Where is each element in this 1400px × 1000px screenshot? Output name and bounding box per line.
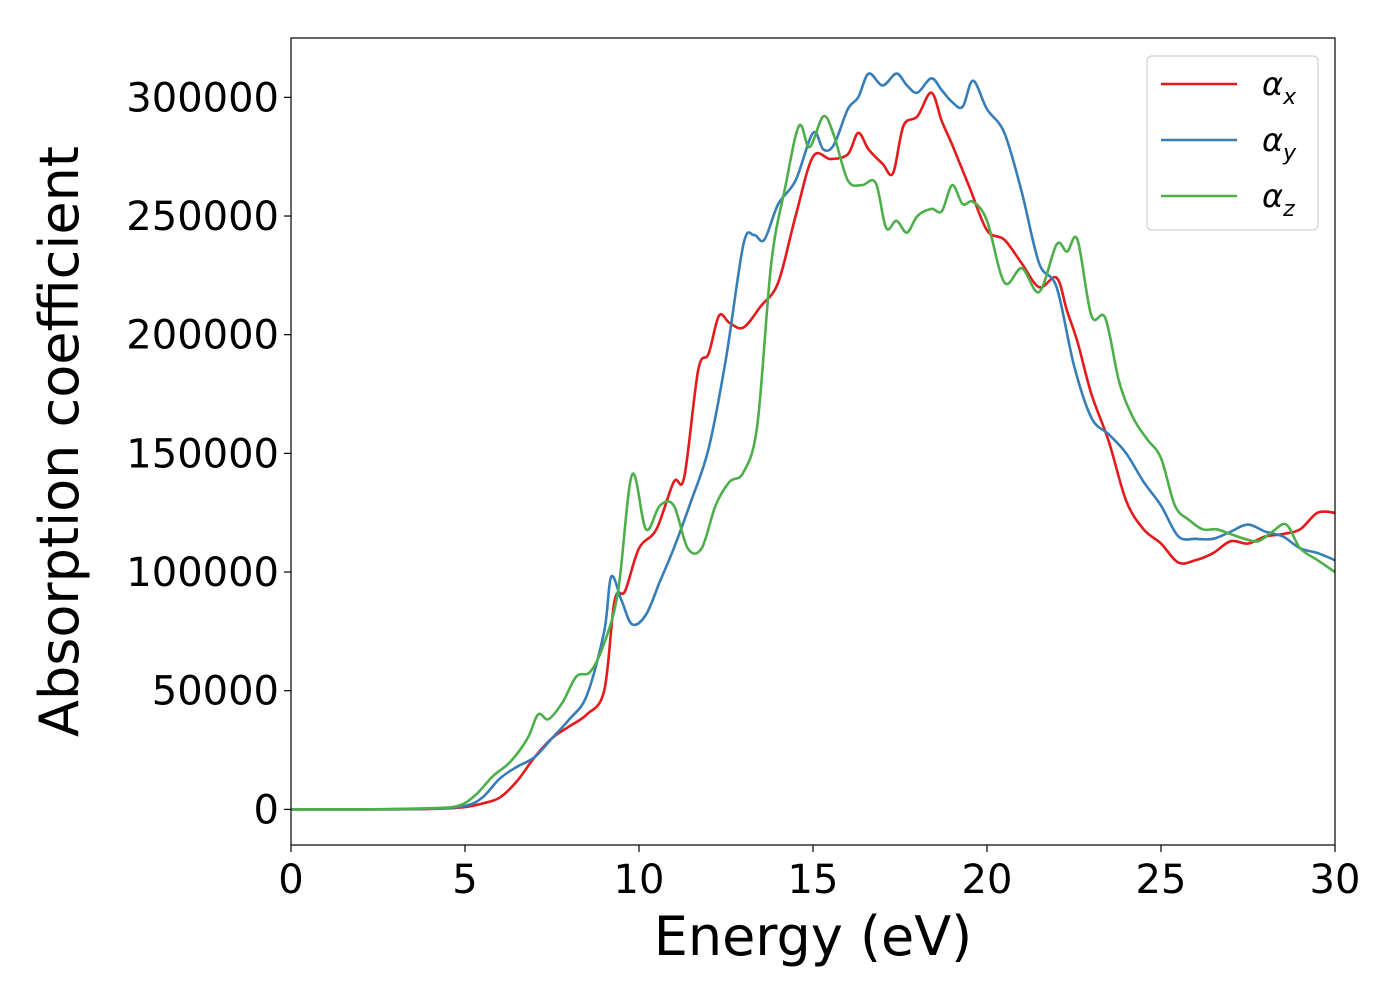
legend-label-x: αx — [1262, 65, 1297, 110]
x-axis-ticks: 0 5 10 15 20 25 30 — [278, 845, 1360, 903]
y-tick-label: 50000 — [152, 669, 279, 715]
plot-frame — [290, 37, 1336, 846]
y-axis-ticks: 0 50000 100000 150000 200000 250000 300000 — [126, 75, 291, 833]
y-tick-label: 300000 — [126, 75, 279, 121]
legend-subscript: z — [1282, 197, 1295, 222]
legend-symbol: α — [1262, 121, 1283, 159]
x-tick-label: 10 — [614, 857, 665, 903]
x-tick-label: 5 — [452, 857, 477, 903]
x-tick-label: 0 — [278, 857, 303, 903]
x-axis-label: Energy (eV) — [654, 905, 973, 968]
legend-subscript: y — [1282, 141, 1297, 166]
series-line-x — [291, 91, 1335, 811]
y-tick-label: 100000 — [126, 550, 279, 596]
legend-box — [1146, 55, 1319, 231]
y-tick-label: 250000 — [126, 194, 279, 240]
x-tick-label: 15 — [788, 857, 839, 903]
x-tick-label: 20 — [962, 857, 1013, 903]
x-tick-label: 25 — [1136, 857, 1187, 903]
y-tick-label: 150000 — [126, 431, 279, 477]
x-tick-label: 30 — [1310, 857, 1361, 903]
legend-label-y: αy — [1262, 121, 1297, 166]
legend-symbol: α — [1262, 65, 1283, 103]
series-line-y — [291, 72, 1335, 811]
legend-label-z: αz — [1262, 177, 1295, 222]
series-layer — [291, 72, 1335, 811]
series-line-z — [291, 114, 1335, 811]
y-tick-label: 0 — [254, 787, 279, 833]
y-axis-label: Absorption coefficient — [28, 146, 91, 737]
legend-symbol: α — [1262, 177, 1283, 215]
legend-subscript: x — [1282, 85, 1297, 110]
y-tick-label: 200000 — [126, 313, 279, 359]
